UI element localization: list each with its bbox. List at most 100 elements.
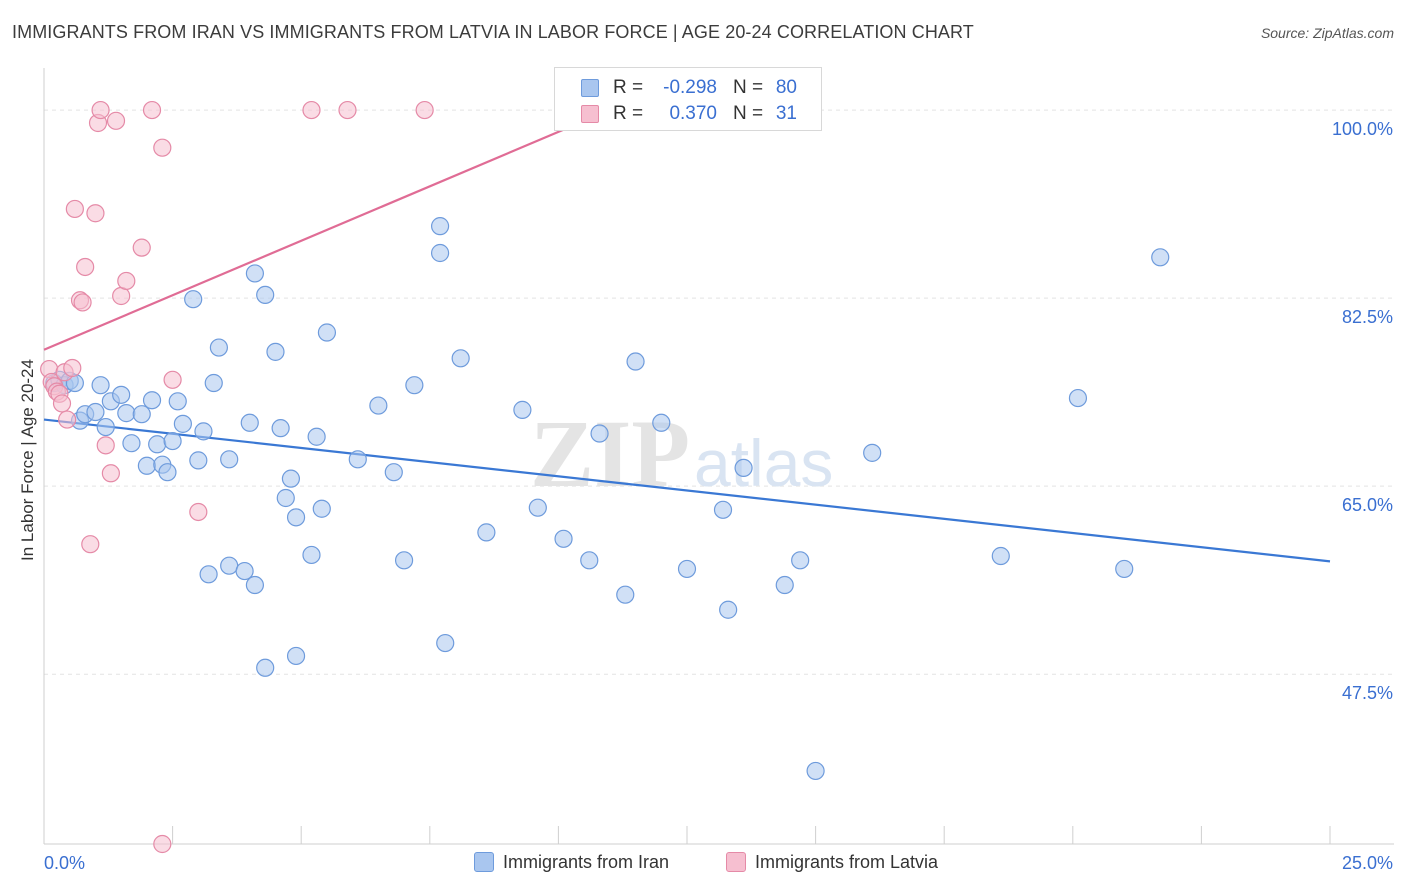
point-iran [713,500,733,519]
tick-labels: 47.5% 65.0% 82.5% 100.0% 0.0% 25.0% [44,119,1393,873]
legend-r-label: R = [613,103,644,124]
point-latvia [338,100,357,120]
legend-swatch-iran [581,79,599,97]
legend-r-label: R = [613,77,644,98]
point-latvia [163,370,182,389]
trend-lines [43,109,1331,563]
point-iran [312,499,331,518]
point-iran [245,264,265,283]
point-iran [96,417,115,437]
grid-lines [44,109,1394,675]
point-iran [168,392,187,411]
point-iran [245,575,265,595]
point-latvia [86,204,105,223]
point-iran [734,458,753,478]
point-latvia [58,410,77,429]
y-axis-label: In Labor Force | Age 20-24 [18,359,37,561]
chart-title: IMMIGRANTS FROM IRAN VS IMMIGRANTS FROM … [12,22,974,42]
point-iran [142,391,162,410]
point-iran [590,424,609,443]
point-iran [369,396,388,415]
point-latvia [65,199,84,219]
point-iran [451,349,470,368]
correlation-legend: R = -0.298 N = 80 R = 0.370 N = 31 [554,67,822,131]
point-latvia [81,535,100,554]
x-tick-label: 0.0% [44,853,85,873]
point-latvia [63,358,82,378]
point-latvia [189,502,208,522]
point-latvia [91,100,110,120]
legend-n-label: N = [733,103,764,124]
point-latvia [101,464,120,483]
legend-n-value-latvia: 31 [775,103,797,124]
point-iran [317,323,337,342]
point-iran [1115,559,1134,579]
point-iran [616,585,635,604]
point-iran [240,413,259,432]
point-iran [513,400,532,419]
point-iran [554,529,573,548]
point-latvia [142,100,162,120]
point-iran [430,217,450,236]
point-iran [199,565,218,584]
legend-swatch-iran [474,852,494,872]
y-tick-label: 65.0% [1342,495,1393,515]
point-iran [477,523,496,542]
legend-item-iran[interactable]: Immigrants from Iran [474,852,669,873]
point-iran [220,556,239,575]
point-iran [189,451,208,470]
data-points [40,100,1170,854]
point-iran [394,551,414,570]
point-iran [204,373,223,393]
legend-r-value-latvia: 0.370 [669,103,717,124]
point-iran [235,561,254,581]
point-iran [791,551,810,570]
point-iran [173,414,192,433]
point-latvia [153,138,172,157]
legend-n-value-iran: 80 [775,77,797,98]
watermark: ZIP atlas [530,400,833,507]
point-iran [112,385,131,404]
point-iran [719,600,738,619]
point-iran [348,450,367,469]
point-latvia [415,100,434,120]
point-iran [194,422,213,441]
point-iran [991,546,1010,566]
point-iran [626,352,645,371]
point-iran [163,431,182,451]
legend-item-latvia[interactable]: Immigrants from Latvia [726,852,938,873]
point-latvia [106,111,126,130]
point-iran [806,761,825,781]
source-label: Source: ZipAtlas.com [1260,25,1394,41]
point-latvia [96,436,115,455]
legend-row-latvia: R = 0.370 N = 31 [555,101,821,127]
point-iran [137,456,156,475]
point-latvia [52,394,72,413]
point-iran [256,658,275,677]
legend-r-value-iran: -0.298 [663,77,717,98]
trend-line-latvia [43,109,611,351]
point-latvia [153,834,172,854]
point-iran [256,285,275,305]
point-iran [302,545,321,565]
legend-row-iran: R = -0.298 N = 80 [555,75,821,101]
point-iran [436,633,455,653]
point-iran [148,435,167,454]
point-iran [1151,248,1170,267]
legend-swatch-latvia [581,105,599,123]
point-latvia [76,257,95,277]
point-iran [184,290,203,309]
watermark-atlas: atlas [694,426,833,500]
point-latvia [112,286,131,306]
legend-swatch-latvia [726,852,746,872]
point-iran [132,405,151,424]
y-tick-label: 47.5% [1342,683,1393,703]
point-iran [122,434,141,453]
point-iran [281,469,301,488]
point-latvia [302,100,321,120]
trend-line-iran [43,418,1331,563]
point-iran [863,443,882,462]
x-tick-label: 25.0% [1342,853,1393,873]
y-tick-label: 100.0% [1332,119,1393,139]
